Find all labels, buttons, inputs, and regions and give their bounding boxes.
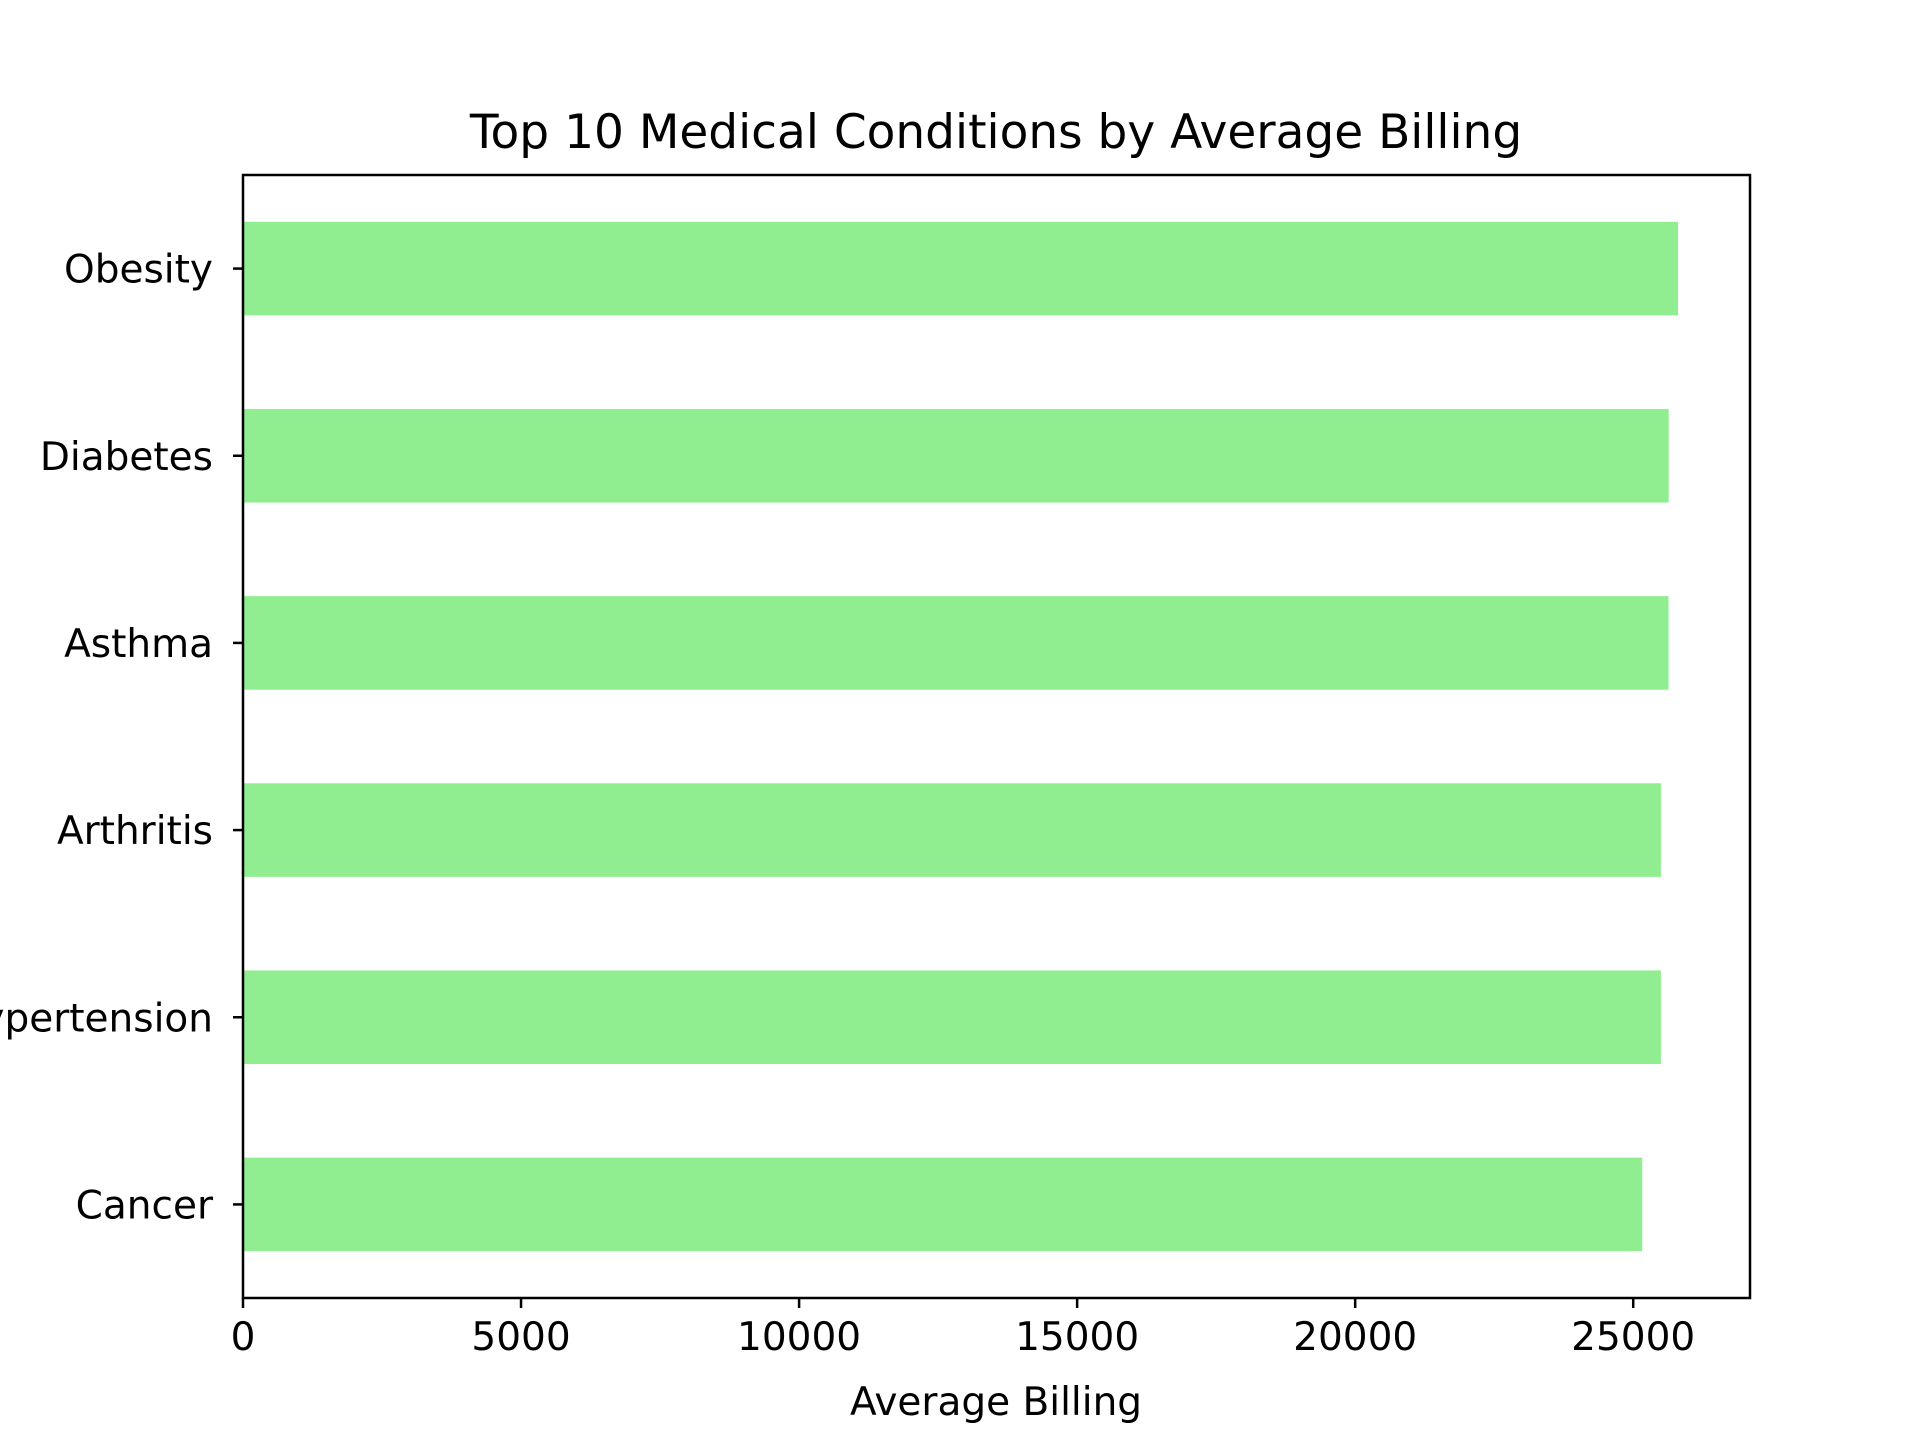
bar-hypertension [243,970,1661,1065]
y-tick-label: Hypertension [0,996,213,1041]
y-axis-ticks: Cancer Hypertension Arthritis Asthma Diabete… [0,248,243,1228]
x-tick-label: 5000 [471,1315,570,1360]
bar-cancer [243,1157,1643,1252]
bar-obesity [243,221,1679,316]
x-axis-ticks: 0 5000 10000 15000 20000 25000 [231,1298,1695,1360]
x-tick-label: 25000 [1571,1315,1695,1360]
y-tick-label: Diabetes [40,435,213,480]
x-tick-label: 15000 [1015,1315,1139,1360]
x-tick-label: 20000 [1293,1315,1417,1360]
x-axis-label: Average Billing [850,1380,1142,1425]
bar-asthma [243,596,1669,690]
x-tick-label: 10000 [737,1315,861,1360]
plot-frame [241,173,1752,1300]
chart-title: Top 10 Medical Conditions by Average Bil… [469,105,1522,160]
y-tick-label: Asthma [64,622,213,667]
y-tick-label: Cancer [76,1183,214,1228]
x-tick-label: 0 [231,1315,256,1360]
bar-arthritis [243,783,1661,877]
bars-group [243,221,1679,1252]
y-tick-label: Arthritis [57,809,213,854]
bar-diabetes [243,408,1669,503]
y-tick-label: Obesity [64,248,213,293]
